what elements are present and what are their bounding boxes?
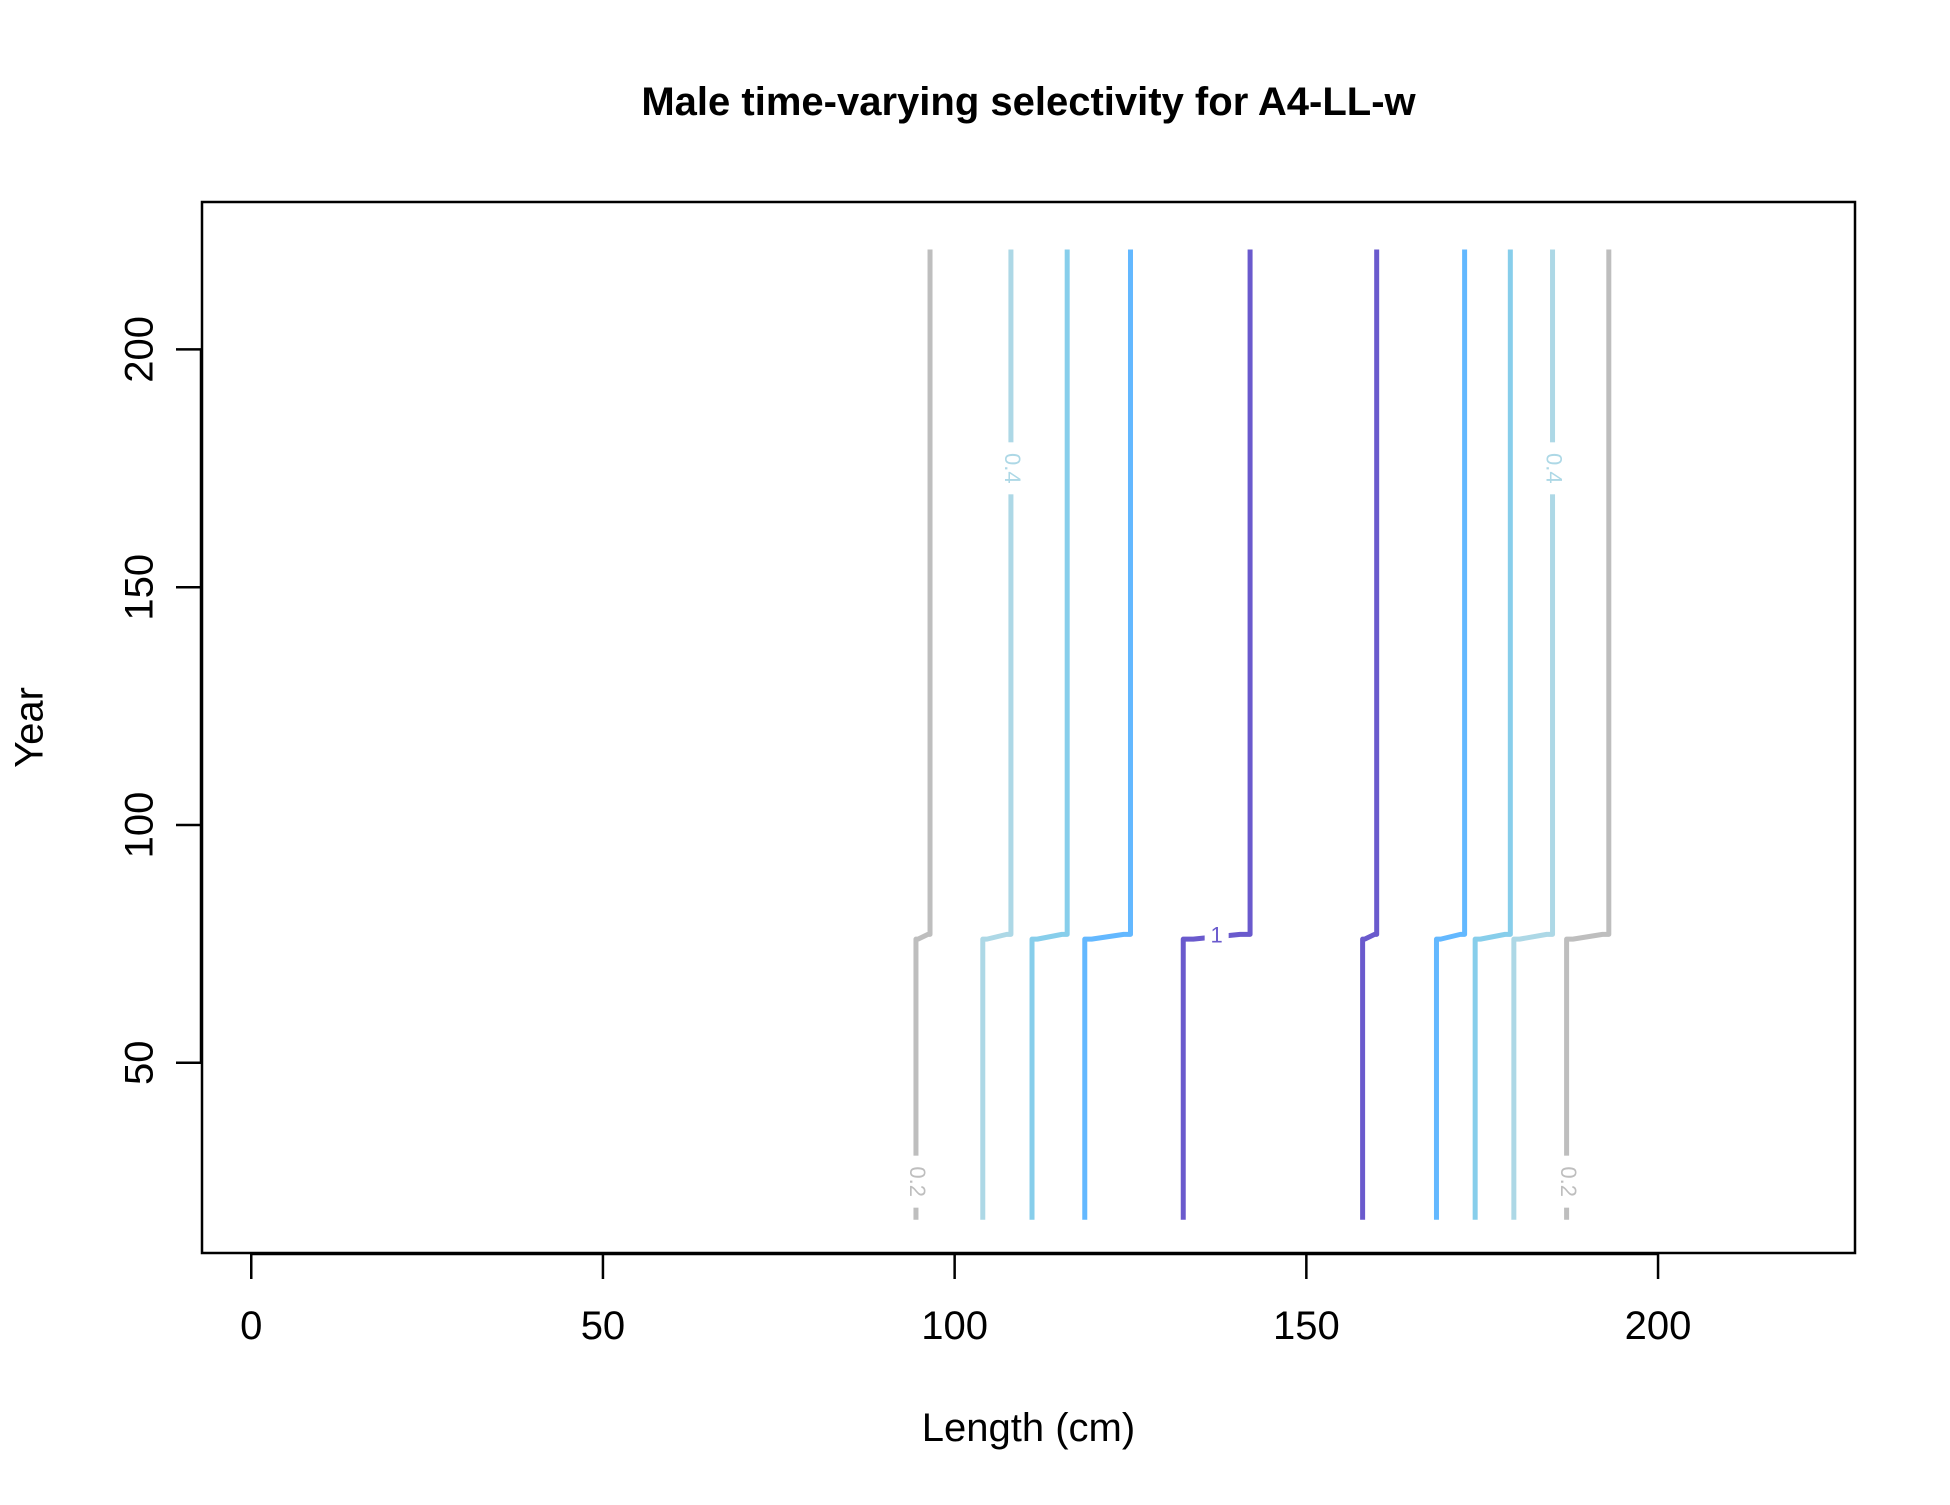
x-tick-label: 100: [921, 1304, 988, 1348]
contour-line-1: [1180, 249, 1253, 1220]
x-tick-label: 200: [1625, 1304, 1692, 1348]
contour-lines: [913, 249, 1612, 1220]
contour-line-0-2: [913, 249, 933, 1220]
y-axis: 50 100 150 200: [118, 316, 203, 1086]
contour-label: 0.2: [1556, 1166, 1581, 1197]
contour-line-0-8: [1082, 249, 1133, 1220]
contour-label: 0.4: [1542, 453, 1567, 484]
contour-label-gap: [998, 442, 1023, 495]
contour-line-0-6: [1472, 249, 1513, 1220]
contour-line-0-6: [1029, 249, 1070, 1220]
contour-label: 1: [1211, 923, 1223, 948]
contour-label-gap: [903, 1155, 928, 1208]
y-tick-label: 100: [118, 792, 162, 859]
x-axis: 0 50 100 150 200: [240, 1252, 1692, 1348]
contour-label: 0.4: [1000, 453, 1025, 484]
y-tick-label: 50: [118, 1041, 162, 1086]
y-tick-label: 150: [118, 554, 162, 621]
chart-title: Male time-varying selectivity for A4-LL-…: [641, 80, 1416, 124]
contour-label-gap: [1204, 922, 1229, 951]
contour-line-0-8: [1433, 249, 1468, 1220]
contour-line-0-4: [1511, 249, 1556, 1220]
contour-line-0-2: [1564, 249, 1612, 1220]
x-axis-title: Length (cm): [922, 1406, 1135, 1450]
contour-label-gap: [1540, 442, 1565, 495]
x-tick-label: 50: [581, 1304, 626, 1348]
y-axis-title: Year: [8, 687, 52, 768]
x-tick-label: 0: [240, 1304, 262, 1348]
y-tick-label: 200: [118, 316, 162, 383]
contour-labels: 0.2 0.2 0.4 0.4 1: [903, 442, 1581, 1208]
contour-label-gap: [1554, 1155, 1579, 1208]
x-tick-label: 150: [1273, 1304, 1340, 1348]
contour-line-0-4: [980, 249, 1014, 1220]
contour-line-1: [1360, 249, 1380, 1220]
contour-label: 0.2: [905, 1166, 930, 1197]
